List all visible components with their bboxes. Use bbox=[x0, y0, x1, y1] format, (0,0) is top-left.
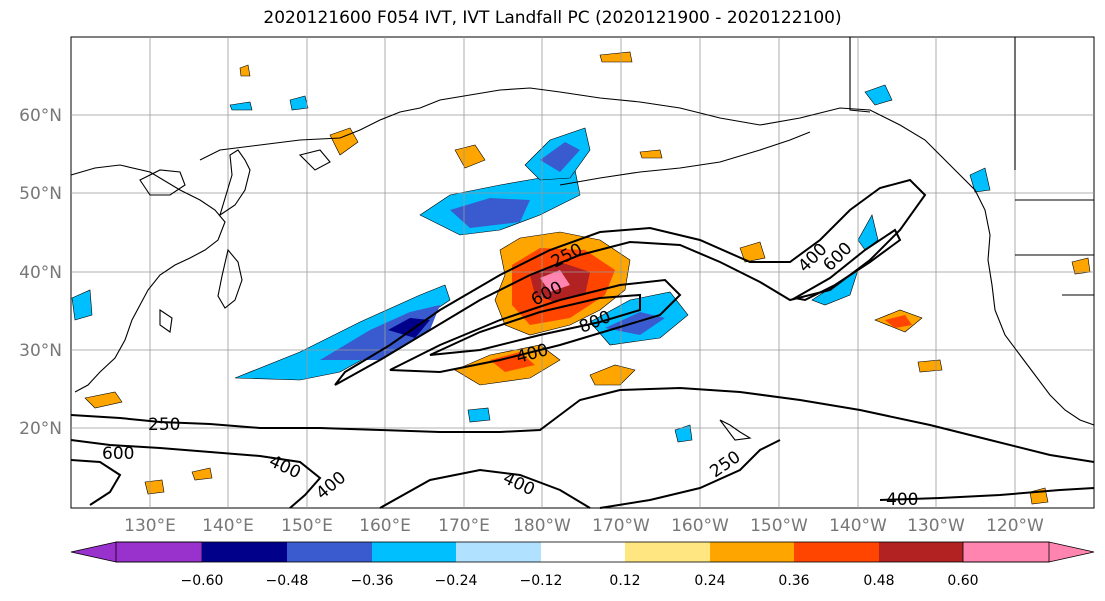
longitude-labels: 130°E 140°E 150°E 160°E 170°E 180°W 170°… bbox=[124, 516, 1044, 536]
lon-label: 170°W bbox=[592, 516, 650, 536]
lat-label: 30°N bbox=[19, 341, 62, 361]
colorbar-segment bbox=[794, 542, 879, 562]
colorbar-tick-label: −0.24 bbox=[435, 573, 478, 589]
positive-anomaly-region bbox=[144, 479, 165, 495]
positive-anomaly-region bbox=[739, 241, 766, 263]
positive-anomaly-region bbox=[917, 359, 943, 373]
lat-label: 20°N bbox=[19, 419, 62, 439]
negative-anomaly-region bbox=[234, 284, 451, 381]
latitude-labels: 60°N 50°N 40°N 30°N 20°N bbox=[19, 106, 62, 439]
negative-anomaly-region bbox=[289, 95, 309, 111]
colorbar-segment bbox=[70, 541, 203, 563]
negative-anomaly-region bbox=[969, 167, 991, 193]
lon-label: 140°E bbox=[202, 516, 254, 536]
lon-label: 140°W bbox=[829, 516, 887, 536]
lon-label: 130°W bbox=[907, 516, 965, 536]
negative-anomaly-region bbox=[388, 318, 430, 338]
lat-label: 60°N bbox=[19, 106, 62, 126]
negative-anomaly-region bbox=[467, 407, 491, 423]
lon-label: 160°W bbox=[671, 516, 729, 536]
colorbar-tick-label: 0.12 bbox=[609, 573, 640, 589]
positive-anomaly-region bbox=[329, 127, 359, 156]
lon-label: 170°E bbox=[438, 516, 490, 536]
lon-label: 120°W bbox=[986, 516, 1044, 536]
negative-anomaly-region bbox=[864, 84, 893, 106]
colorbar-tick-label: 0.60 bbox=[947, 573, 978, 589]
negative-anomaly-region bbox=[450, 198, 530, 228]
negative-anomaly-region bbox=[540, 142, 580, 172]
lat-label: 50°N bbox=[19, 184, 62, 204]
contour-label: 400 bbox=[886, 490, 918, 510]
colorbar-tick-label: −0.60 bbox=[181, 573, 224, 589]
colorbar-tick-label: −0.36 bbox=[351, 573, 394, 589]
lon-label: 130°E bbox=[124, 516, 176, 536]
negative-anomaly-region bbox=[857, 214, 879, 251]
ivt-shading bbox=[71, 51, 1091, 505]
contour-label: 600 bbox=[102, 444, 134, 464]
lon-label: 150°E bbox=[281, 516, 333, 536]
negative-anomaly-region bbox=[71, 289, 93, 321]
colorbar-segment bbox=[625, 542, 710, 562]
colorbar-tick-label: −0.12 bbox=[520, 573, 563, 589]
coastlines bbox=[70, 37, 1095, 441]
colorbar-segment bbox=[287, 542, 372, 562]
contour-label: 250 bbox=[148, 415, 180, 435]
positive-anomaly-region bbox=[454, 144, 486, 169]
colorbar-tick-label: 0.24 bbox=[694, 573, 725, 589]
positive-anomaly-region bbox=[885, 315, 912, 328]
positive-anomaly-region bbox=[239, 64, 251, 77]
negative-anomaly-region bbox=[674, 424, 693, 443]
colorbar-segment bbox=[456, 542, 541, 562]
colorbar-tick-label: 0.36 bbox=[778, 573, 809, 589]
positive-anomaly-region bbox=[540, 270, 570, 292]
colorbar-tick-label: −0.48 bbox=[266, 573, 309, 589]
map-title: 2020121600 F054 IVT, IVT Landfall PC (20… bbox=[263, 8, 842, 28]
lon-label: 150°W bbox=[750, 516, 808, 536]
colorbar-segment bbox=[879, 542, 963, 562]
positive-anomaly-region bbox=[589, 364, 636, 386]
colorbar: −0.60 −0.48 −0.36 −0.24 −0.12 0.12 0.24 … bbox=[70, 541, 1095, 589]
positive-anomaly-region bbox=[490, 352, 535, 372]
positive-anomaly-region bbox=[84, 391, 123, 409]
lon-label: 180°W bbox=[513, 516, 571, 536]
lon-label: 160°E bbox=[359, 516, 411, 536]
colorbar-segment bbox=[710, 542, 794, 562]
lat-label: 40°N bbox=[19, 263, 62, 283]
positive-anomaly-region bbox=[599, 51, 633, 63]
colorbar-segment bbox=[372, 542, 456, 562]
colorbar-segment bbox=[202, 542, 287, 562]
negative-anomaly-region bbox=[229, 101, 253, 111]
positive-anomaly-region bbox=[639, 149, 663, 159]
colorbar-segment bbox=[541, 542, 625, 562]
positive-anomaly-region bbox=[191, 467, 213, 481]
colorbar-tick-label: 0.48 bbox=[863, 573, 894, 589]
colorbar-segment bbox=[962, 541, 1095, 563]
ivt-contours bbox=[70, 178, 1095, 509]
